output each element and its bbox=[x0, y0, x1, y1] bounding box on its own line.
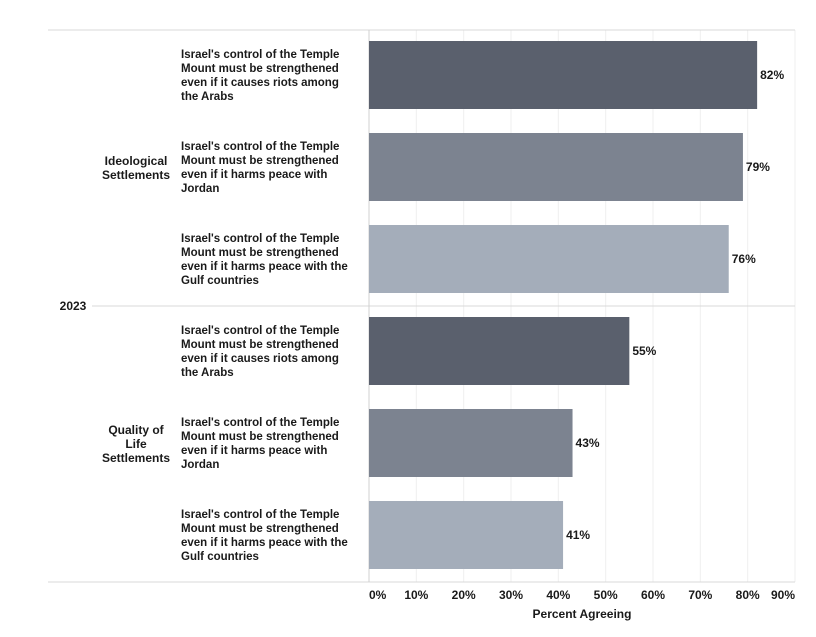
bar bbox=[369, 501, 564, 569]
year-label: 2023 bbox=[60, 299, 87, 313]
x-tick-label: 10% bbox=[404, 588, 428, 602]
category-label: Mount must be strengthened bbox=[181, 431, 339, 443]
x-tick-label: 60% bbox=[641, 588, 665, 602]
x-axis-title: Percent Agreeing bbox=[533, 607, 632, 621]
category-label: Israel's control of the Temple bbox=[181, 49, 339, 61]
data-label: 82% bbox=[760, 68, 784, 82]
x-tick-label: 70% bbox=[688, 588, 712, 602]
data-label: 41% bbox=[566, 528, 590, 542]
group-label: Settlements bbox=[102, 451, 170, 465]
data-label: 76% bbox=[732, 252, 756, 266]
group-label: Life bbox=[125, 437, 147, 451]
data-label: 55% bbox=[632, 344, 656, 358]
x-tick-label: 30% bbox=[499, 588, 523, 602]
category-label: even if it harms peace with bbox=[181, 445, 327, 457]
category-label: even if it causes riots among bbox=[181, 77, 339, 89]
bar bbox=[369, 409, 573, 477]
category-label: Israel's control of the Temple bbox=[181, 141, 339, 153]
x-tick-label: 0% bbox=[369, 588, 387, 602]
category-label: even if it harms peace with the bbox=[181, 537, 348, 549]
category-label: even if it causes riots among bbox=[181, 353, 339, 365]
category-label: Jordan bbox=[181, 183, 219, 195]
category-label: Mount must be strengthened bbox=[181, 247, 339, 259]
category-label: Mount must be strengthened bbox=[181, 155, 339, 167]
x-tick-label: 40% bbox=[546, 588, 570, 602]
bar bbox=[369, 133, 743, 201]
category-label: Gulf countries bbox=[181, 551, 259, 563]
category-label: Israel's control of the Temple bbox=[181, 325, 339, 337]
group-label: Quality of bbox=[108, 423, 164, 437]
category-label: Jordan bbox=[181, 459, 219, 471]
x-tick-label: 20% bbox=[452, 588, 476, 602]
category-label: Israel's control of the Temple bbox=[181, 509, 339, 521]
bar bbox=[369, 41, 758, 109]
bar bbox=[369, 225, 729, 293]
category-label: even if it harms peace with bbox=[181, 169, 327, 181]
category-label: Mount must be strengthened bbox=[181, 339, 339, 351]
category-label: Mount must be strengthened bbox=[181, 63, 339, 75]
category-label: Israel's control of the Temple bbox=[181, 417, 339, 429]
category-label: the Arabs bbox=[181, 91, 234, 103]
category-label: the Arabs bbox=[181, 367, 234, 379]
data-label: 79% bbox=[746, 160, 770, 174]
category-label: Mount must be strengthened bbox=[181, 523, 339, 535]
group-label: Ideological bbox=[105, 154, 168, 168]
x-tick-label: 50% bbox=[594, 588, 618, 602]
bar bbox=[369, 317, 630, 385]
group-label: Settlements bbox=[102, 168, 170, 182]
category-label: Israel's control of the Temple bbox=[181, 233, 339, 245]
data-label: 43% bbox=[576, 436, 600, 450]
x-tick-label: 80% bbox=[736, 588, 760, 602]
category-label: Gulf countries bbox=[181, 275, 259, 287]
category-label: even if it harms peace with the bbox=[181, 261, 348, 273]
x-tick-label: 90% bbox=[771, 588, 795, 602]
